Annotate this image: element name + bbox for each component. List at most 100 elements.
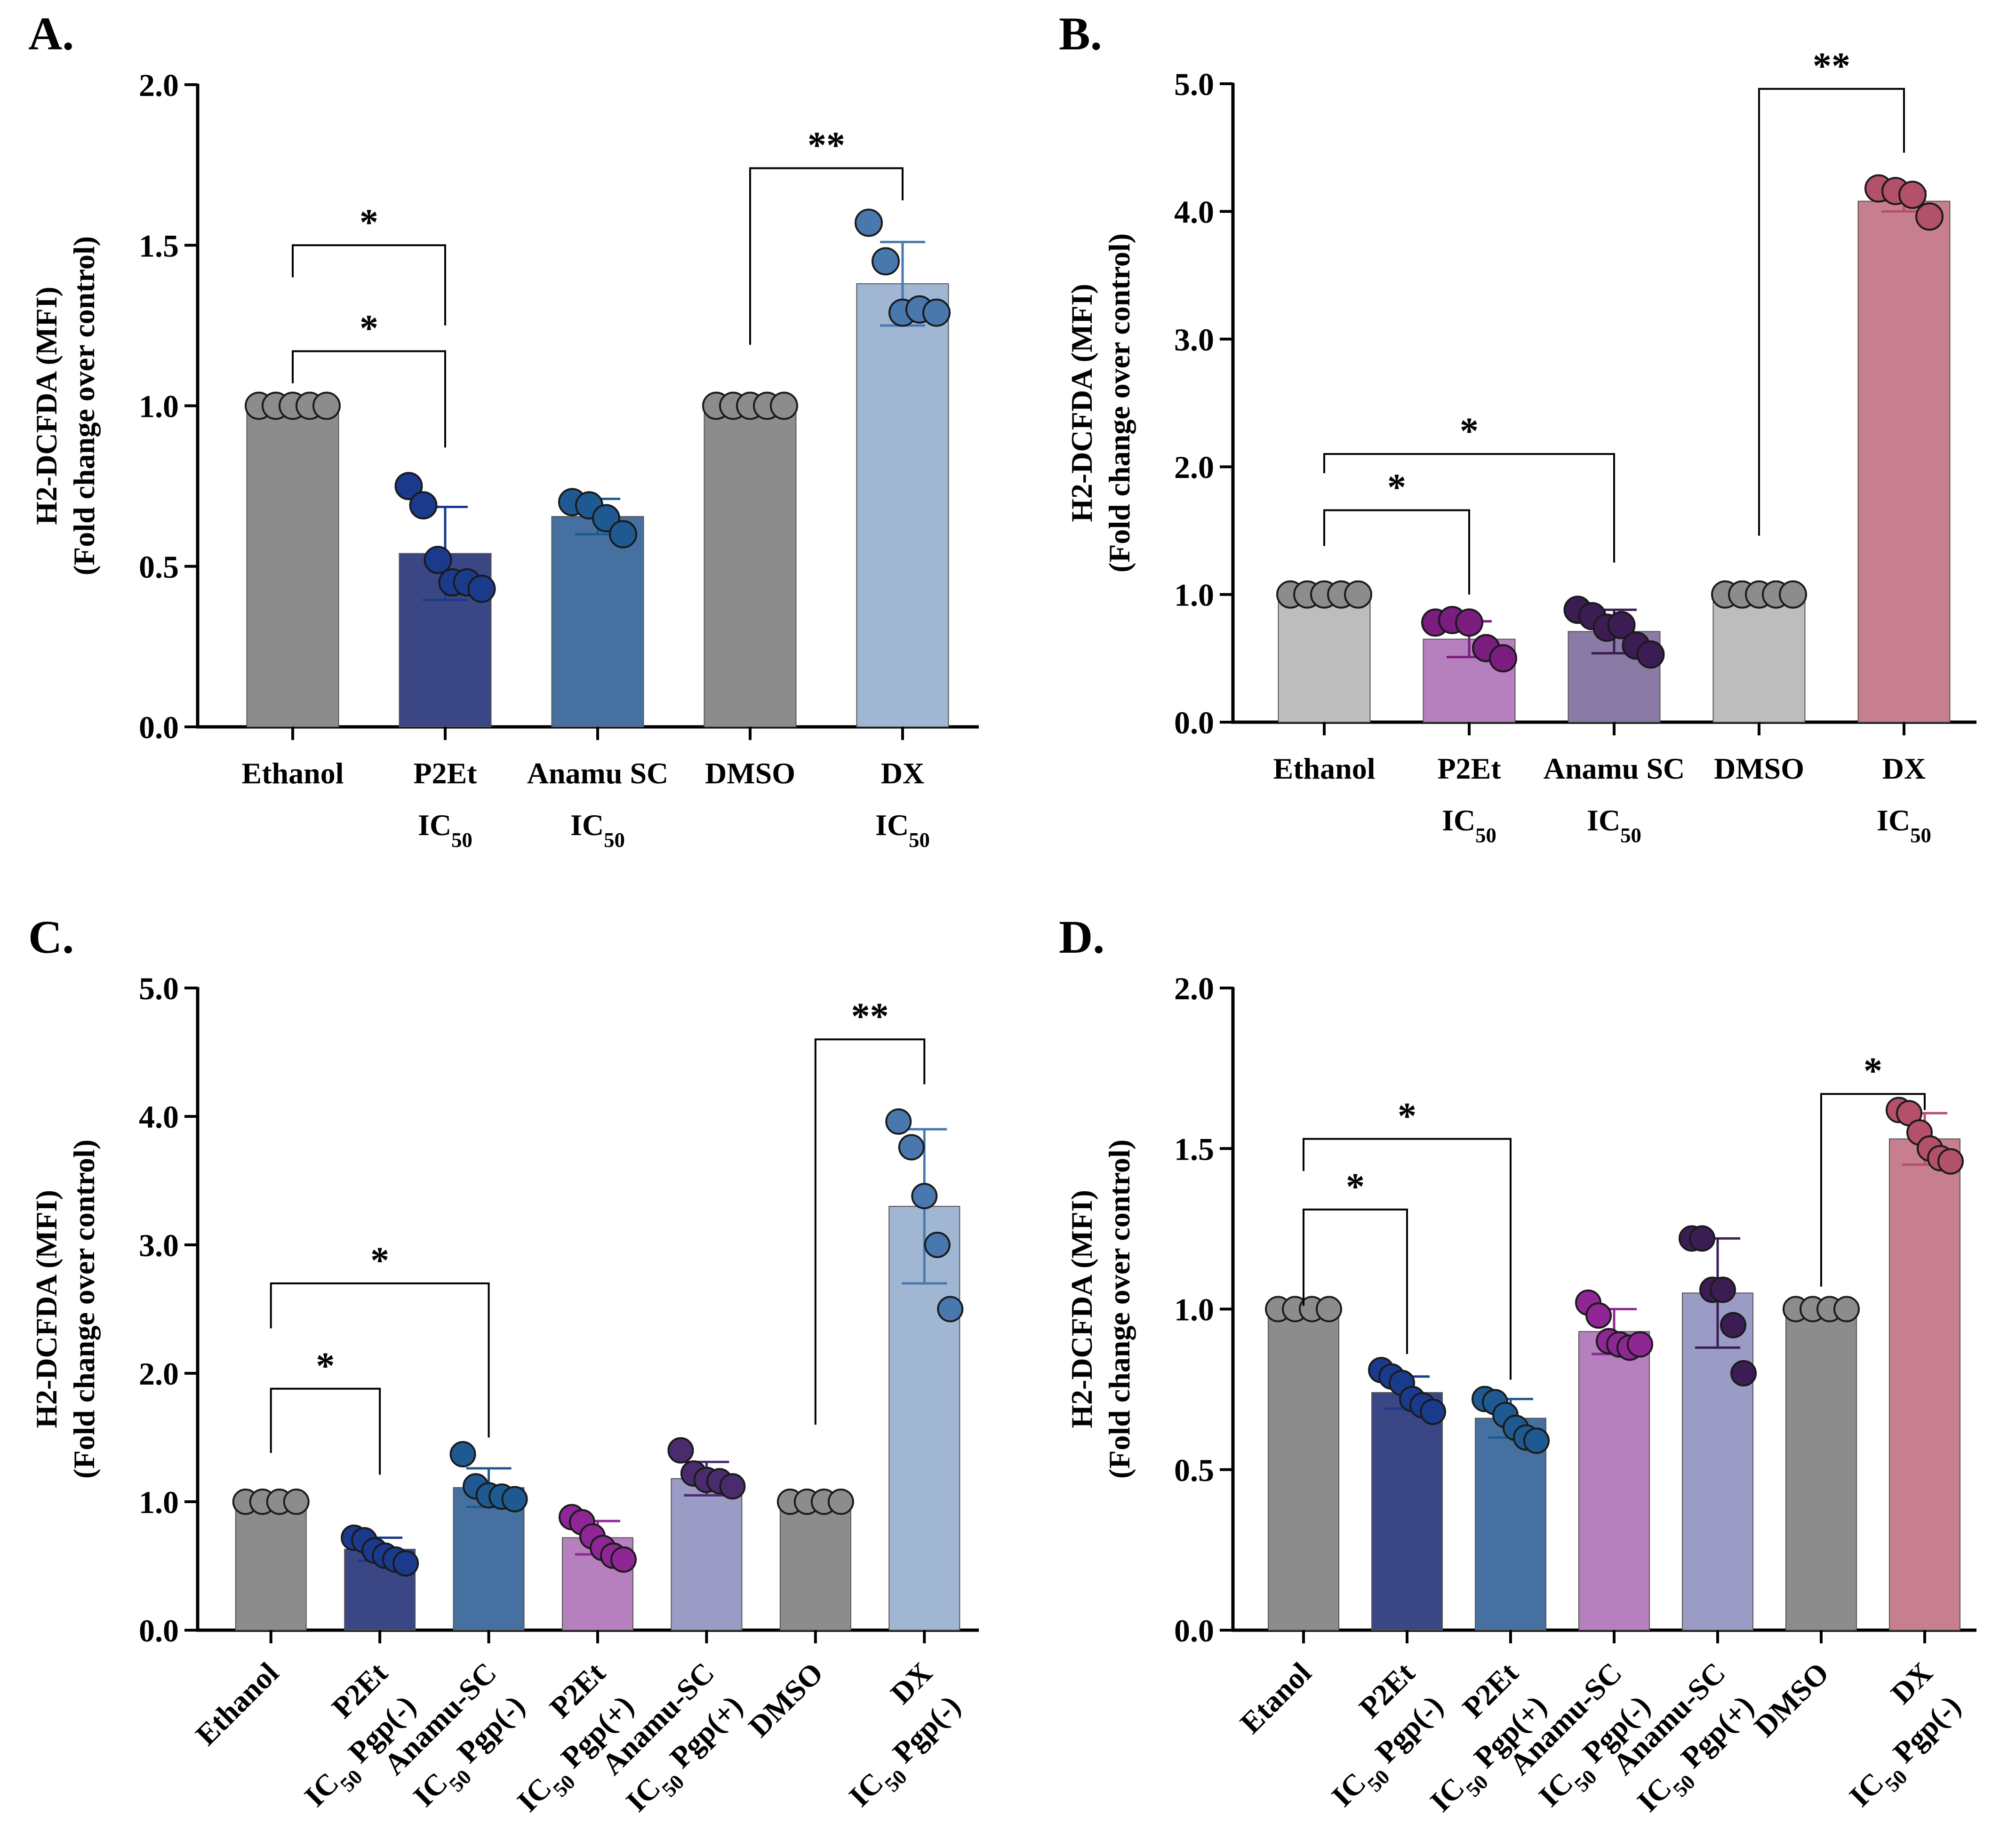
data-point (1636, 640, 1665, 669)
data-point (922, 298, 951, 327)
y-tick-label: 1.5 (139, 228, 179, 263)
data-point (1833, 1296, 1860, 1322)
y-tick-label: 0.0 (1174, 1613, 1214, 1649)
bar (1857, 200, 1951, 723)
y-tick-label: 1.0 (1174, 577, 1214, 613)
y-tick-label: 2.0 (1174, 971, 1214, 1006)
x-category-label: Ethanol (242, 757, 344, 790)
y-tick-label: 1.0 (139, 389, 179, 424)
data-point (827, 1489, 854, 1515)
y-tick-label: 1.0 (139, 1484, 179, 1520)
significance-label: * (1864, 1051, 1882, 1092)
x-category-label: DX (1882, 752, 1926, 785)
data-point (872, 247, 900, 276)
significance-label: * (370, 1240, 389, 1282)
x-category-label: IC50 (875, 808, 930, 852)
data-point (501, 1486, 528, 1513)
bar (1785, 1308, 1857, 1631)
data-point (1455, 608, 1483, 637)
significance-label: * (1398, 1096, 1416, 1137)
data-point (924, 1232, 951, 1258)
x-category-label: DMSO (742, 1656, 830, 1744)
significance-bracket (292, 350, 446, 448)
data-point (1937, 1148, 1964, 1175)
bar (1578, 1331, 1650, 1631)
significance-bracket (1303, 1208, 1408, 1354)
x-category-label: IC50 (570, 808, 625, 852)
bar (551, 516, 644, 728)
data-point (467, 574, 496, 603)
y-axis-label: H2-DCFDA (MFI) (30, 287, 63, 525)
y-tick-label: 3.0 (139, 1227, 179, 1263)
y-tick-label: 2.0 (139, 67, 179, 103)
significance-label: * (1346, 1166, 1365, 1208)
y-tick-label: 2.0 (139, 1356, 179, 1392)
data-point (1720, 1312, 1746, 1338)
significance-label: * (360, 308, 378, 349)
panel-label: D. (1059, 911, 1104, 963)
data-point (424, 546, 452, 574)
data-point (609, 520, 637, 549)
y-tick-label: 0.0 (139, 1613, 179, 1649)
data-point (937, 1296, 964, 1322)
x-category-label: P2Et (1437, 752, 1501, 785)
data-point (283, 1489, 310, 1515)
data-point (1730, 1360, 1757, 1386)
panel-d: D. H2-DCFDA (MFI) (Fold change over contro… (1059, 911, 1976, 1818)
data-point (1607, 611, 1636, 639)
x-category-label: IC50 (1877, 804, 1931, 847)
bar (246, 405, 339, 727)
significance-bracket (749, 167, 904, 345)
bar (671, 1478, 743, 1631)
x-category-label: DX (881, 757, 924, 790)
data-point (770, 391, 798, 420)
data-point (409, 491, 438, 520)
x-category-label: P2Et (413, 757, 477, 790)
data-point (855, 208, 883, 237)
bar (779, 1501, 851, 1631)
data-point (449, 1441, 476, 1467)
x-category-label: IC50 (1442, 804, 1496, 847)
x-category-label: DMSO (1748, 1656, 1835, 1744)
y-axis-label: (Fold change over control) (1103, 233, 1136, 573)
data-point (1710, 1276, 1736, 1303)
y-tick-label: 5.0 (139, 971, 179, 1006)
y-tick-label: 0.5 (139, 549, 179, 585)
significance-bracket (270, 1282, 490, 1438)
y-tick-label: 2.0 (1174, 449, 1214, 485)
panel-b: B. H2-DCFDA (MFI) (Fold change over contro… (1059, 8, 1976, 847)
significance-bracket (292, 244, 446, 326)
y-tick-label: 0.0 (1174, 705, 1214, 741)
panel-label: A. (28, 8, 74, 60)
significance-label: * (1460, 411, 1479, 452)
bar (235, 1501, 307, 1631)
significance-bracket (1303, 1138, 1512, 1380)
significance-bracket (270, 1387, 381, 1475)
x-category-label: Etanol (1233, 1656, 1317, 1740)
data-point (312, 391, 341, 420)
bar (704, 405, 797, 727)
bar (1889, 1138, 1960, 1631)
x-category-label: Ethanol (189, 1656, 285, 1752)
significance-label: * (316, 1346, 335, 1387)
bar (1682, 1292, 1753, 1631)
bar (1268, 1308, 1339, 1631)
x-category-label: DMSO (705, 757, 795, 790)
y-tick-label: 4.0 (1174, 194, 1214, 230)
data-point (1689, 1225, 1715, 1252)
y-tick-label: 0.5 (1174, 1452, 1214, 1488)
data-point (1316, 1296, 1342, 1322)
y-axis-label: H2-DCFDA (MFI) (1065, 1190, 1098, 1428)
significance-bracket (1758, 88, 1905, 536)
panel-c: C. H2-DCFDA (MFI) (Fold change over contro… (28, 911, 979, 1818)
significance-label: * (1387, 467, 1406, 508)
data-point (394, 472, 423, 501)
bar (1371, 1392, 1443, 1631)
data-point (1627, 1331, 1653, 1358)
data-point (911, 1183, 938, 1210)
data-point (1344, 580, 1372, 609)
data-point (1585, 1302, 1612, 1329)
bar (453, 1487, 525, 1631)
bar (1712, 594, 1806, 723)
